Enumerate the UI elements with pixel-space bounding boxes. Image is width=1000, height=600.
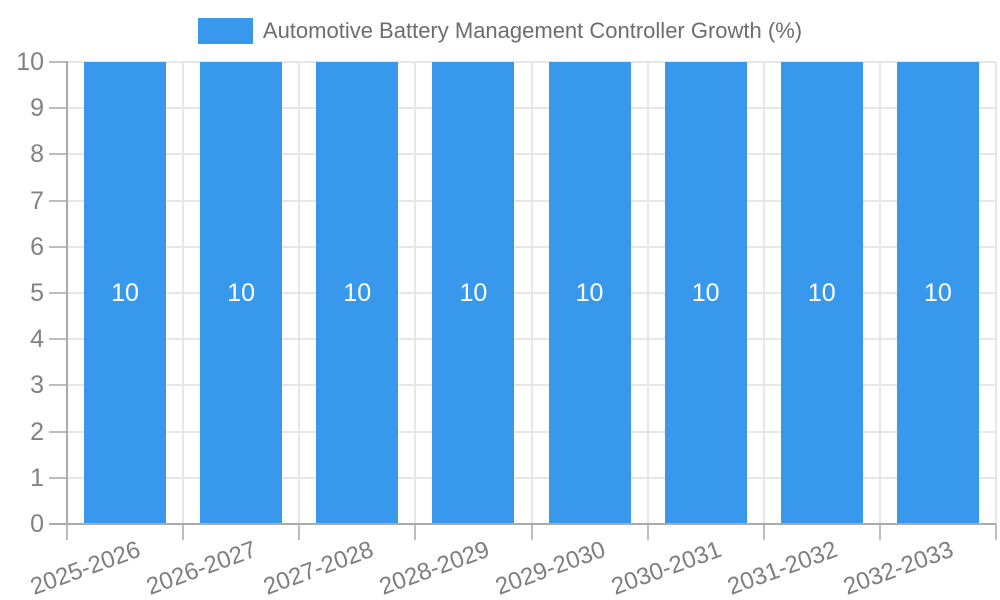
y-axis-tick [49,476,67,479]
bar-value-label: 10 [691,279,720,307]
bar[interactable] [316,62,399,524]
y-axis-label: 10 [16,48,44,76]
y-axis-tick [49,292,67,294]
bar-value-label: 10 [924,279,952,307]
x-axis-tick [878,524,881,540]
bar[interactable] [84,62,167,524]
y-axis-label: 6 [30,232,44,261]
bar[interactable] [780,62,863,524]
v-gridline [298,62,301,524]
x-axis-label: 2026-2027 [143,536,261,600]
x-axis-line [49,523,996,525]
bar-value-label: 10 [111,279,139,307]
y-axis-label: 7 [30,186,44,215]
x-axis-label: 2025-2026 [27,536,145,600]
x-axis-tick [530,524,533,540]
y-axis-tick [49,107,67,110]
x-axis-label: 2031-2032 [723,536,842,600]
bar[interactable] [200,62,283,524]
bar-value-label: 10 [227,279,256,307]
y-axis-label: 9 [30,94,44,123]
legend[interactable]: Automotive Battery Management Controller… [0,15,1000,47]
x-axis-tick [414,524,417,540]
bar-value-label: 10 [807,279,836,307]
v-gridline [646,62,649,524]
y-axis-label: 1 [30,463,44,492]
v-gridline [878,62,881,524]
y-axis-label: 2 [30,417,44,446]
y-axis-label: 4 [30,325,44,354]
bar-value-label: 10 [459,279,488,307]
y-axis-label: 0 [30,510,44,538]
v-gridline [762,62,765,524]
bar-value-label: 10 [343,279,372,307]
x-axis-tick [646,524,649,540]
x-axis-tick [995,524,997,540]
x-axis-label: 2027-2028 [259,536,377,600]
x-axis-tick [66,524,68,540]
bar[interactable] [548,62,631,524]
y-axis-tick [49,245,67,248]
v-gridline [182,62,185,524]
y-axis-label: 3 [30,371,44,400]
y-axis-tick [49,61,67,63]
x-axis-label: 2029-2030 [491,536,609,600]
x-axis-label: 2030-2031 [607,536,725,600]
y-axis-tick [49,199,67,202]
x-axis-label: 2028-2029 [375,536,493,600]
v-gridline [530,62,533,524]
y-axis-tick [49,338,67,341]
y-axis-tick [49,384,67,387]
legend-label: Automotive Battery Management Controller… [262,18,803,43]
x-axis-tick [182,524,185,540]
v-gridline [414,62,417,524]
bar[interactable] [664,62,747,524]
legend-swatch[interactable] [197,18,253,44]
x-axis-tick [298,524,301,540]
x-axis-label: 2032-2033 [840,536,958,600]
y-axis-tick [49,430,67,433]
y-axis-tick [49,153,67,156]
bar[interactable] [896,62,979,524]
x-axis-tick [762,524,765,540]
y-axis-label: 8 [30,140,44,169]
bar-value-label: 10 [575,279,604,307]
v-gridline [995,62,997,524]
bar[interactable] [432,62,515,524]
y-axis-line [66,61,68,525]
y-axis-label: 5 [30,279,44,307]
